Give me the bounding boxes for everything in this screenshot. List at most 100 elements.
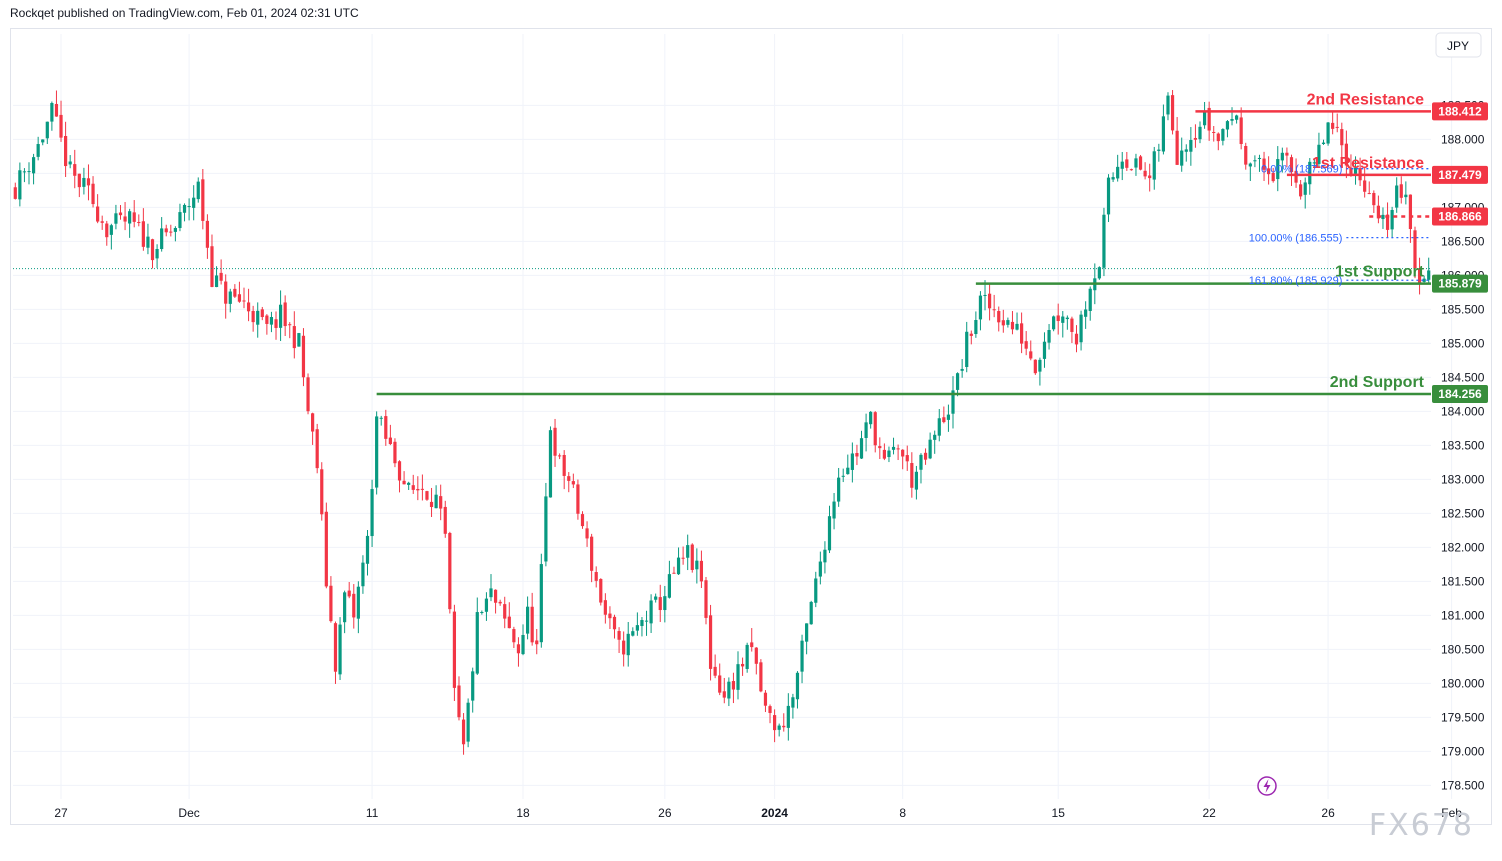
price-tick-label: 184.000 [1441, 404, 1485, 418]
candle-body [882, 449, 886, 459]
candle-body [96, 206, 100, 222]
time-axis[interactable]: 27Dec11182620248152226Feb14:00 [54, 806, 1491, 820]
candle-body [201, 179, 205, 221]
candle-body [489, 588, 493, 598]
candle-body [887, 450, 891, 458]
candle-body [1340, 129, 1344, 146]
price-tick-label: 182.000 [1441, 540, 1485, 554]
candle-body [1376, 205, 1380, 219]
candle-body [608, 613, 612, 619]
candle-body [352, 593, 356, 618]
candle-body [73, 164, 77, 176]
candle-body [1161, 116, 1166, 152]
candle-body [1111, 177, 1115, 180]
chart-frame[interactable]: 2nd Resistance 1st Resistance 1st Support 2… [10, 28, 1492, 825]
candle-body [791, 697, 795, 708]
candle-body [237, 294, 242, 302]
candle-body [1170, 95, 1175, 131]
candle-body [434, 494, 438, 509]
candle-body [676, 557, 681, 575]
candle-body [1344, 143, 1348, 166]
candle-body [375, 416, 379, 488]
price-chart[interactable]: 2nd Resistance 1st Resistance 1st Support 2… [11, 29, 1491, 824]
candle-body [384, 416, 388, 439]
candle-body [617, 631, 621, 640]
candle-body [288, 324, 292, 326]
candle-body [951, 390, 955, 414]
candle-body [1285, 152, 1289, 156]
candle-body [1175, 130, 1179, 165]
candle-body [228, 291, 232, 304]
candle-body [919, 454, 923, 470]
candle-body [1166, 95, 1170, 115]
candle-body [635, 625, 639, 631]
candle-body [260, 309, 264, 318]
candle-body [416, 488, 420, 491]
candle-body [983, 294, 987, 296]
price-tick-label: 181.000 [1441, 608, 1485, 622]
candle-body [283, 302, 287, 327]
candle-body [1244, 145, 1248, 165]
candle-body [1125, 159, 1129, 168]
candle-body [320, 469, 324, 515]
candle-body [580, 514, 585, 527]
candle-body [169, 231, 173, 233]
candle-body [1413, 230, 1417, 269]
candle-body [1253, 160, 1257, 162]
candle-body [1143, 170, 1147, 177]
candle-body [576, 484, 580, 514]
candle-body [1225, 121, 1230, 130]
fib-label: 161.80% (185.929) [1249, 275, 1343, 287]
candle-body [777, 725, 781, 730]
candle-body [686, 545, 690, 558]
candle-body [1207, 107, 1211, 131]
candle-body [1202, 110, 1207, 126]
candle-body [841, 475, 845, 477]
price-tag-label: 184.256 [1438, 387, 1482, 401]
candle-body [905, 455, 909, 462]
candle-body [731, 681, 736, 690]
candle-body [928, 439, 932, 459]
candle-body [1367, 193, 1371, 195]
candle-body [946, 414, 951, 420]
candle-body [192, 197, 196, 208]
time-tick-label: 2024 [761, 806, 788, 820]
currency-button[interactable]: JPY [1435, 32, 1482, 58]
candle-body [329, 585, 333, 622]
candle-body [1267, 168, 1271, 175]
candle-body [681, 557, 685, 559]
fibonacci-levels: 0.00% (187.569) 100.00% (186.555) 161.80% … [1249, 164, 1431, 287]
price-axis[interactable]: 178.500 179.000 179.500 180.000 180.500 181.0… [1432, 98, 1488, 792]
candle-body [1326, 122, 1330, 144]
candle-body [553, 427, 557, 456]
candle-body [1321, 142, 1326, 145]
candle-body [448, 532, 452, 610]
fib-label: 100.00% (186.555) [1249, 233, 1343, 245]
candle-body [466, 702, 470, 742]
candle-body [718, 675, 722, 693]
candle-body [22, 171, 27, 173]
candle-body [1134, 158, 1138, 168]
candle-body [507, 616, 511, 629]
candle-body [516, 644, 521, 654]
price-tick-label: 183.500 [1441, 438, 1485, 452]
candle-body [567, 476, 571, 481]
candle-body [745, 644, 749, 669]
lightning-icon[interactable] [1257, 776, 1277, 796]
price-tick-label: 179.500 [1441, 710, 1485, 724]
candle-body [41, 139, 45, 143]
candle-body [150, 239, 155, 261]
candle-body [997, 311, 1001, 323]
candle-body [77, 173, 81, 188]
candle-body [558, 455, 562, 457]
candle-body [246, 302, 251, 312]
candle-body [782, 725, 786, 728]
time-tick-label: 22 [1202, 806, 1216, 820]
candle-body [1335, 126, 1339, 128]
candle-body [1299, 184, 1303, 197]
candle-body [1033, 359, 1037, 374]
candle-body [869, 411, 873, 425]
candle-body [763, 692, 768, 706]
candlestick-series [13, 90, 1431, 755]
price-tag-label: 187.479 [1438, 168, 1482, 182]
